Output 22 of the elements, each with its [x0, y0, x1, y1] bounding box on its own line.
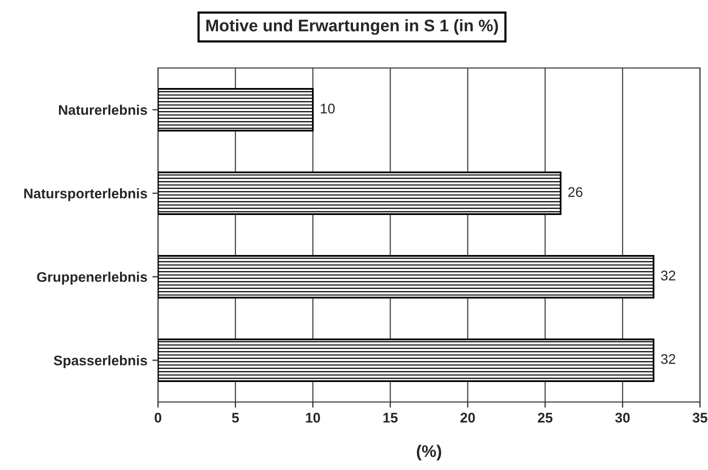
x-tick-label: 5	[232, 412, 239, 423]
x-tick-label: 20	[460, 412, 475, 423]
data-label: 26	[568, 187, 582, 197]
x-tick-label: 30	[615, 412, 630, 423]
x-axis-title: (%)	[416, 444, 442, 460]
y-tick-label: Natursporterlebnis	[24, 188, 148, 202]
bar	[158, 172, 562, 215]
x-tick-label: 0	[154, 412, 162, 423]
chart-title: Motive und Erwartungen in S 1 (in %)	[206, 19, 498, 35]
y-tick-label: Spasserlebnis	[54, 355, 148, 368]
x-tick-label: 15	[383, 412, 398, 423]
data-label: 32	[661, 354, 676, 364]
x-tick-label: 35	[692, 412, 708, 423]
x-tick-label: 10	[306, 412, 320, 423]
bar	[158, 338, 654, 382]
bar	[158, 255, 654, 298]
data-label: 32	[661, 270, 676, 280]
bar	[158, 88, 314, 132]
data-label: 10	[320, 104, 335, 114]
y-tick-label: Naturerlebnis	[58, 104, 148, 115]
x-tick-label: 25	[538, 412, 552, 423]
y-tick-label: Gruppenerlebnis	[37, 272, 148, 285]
